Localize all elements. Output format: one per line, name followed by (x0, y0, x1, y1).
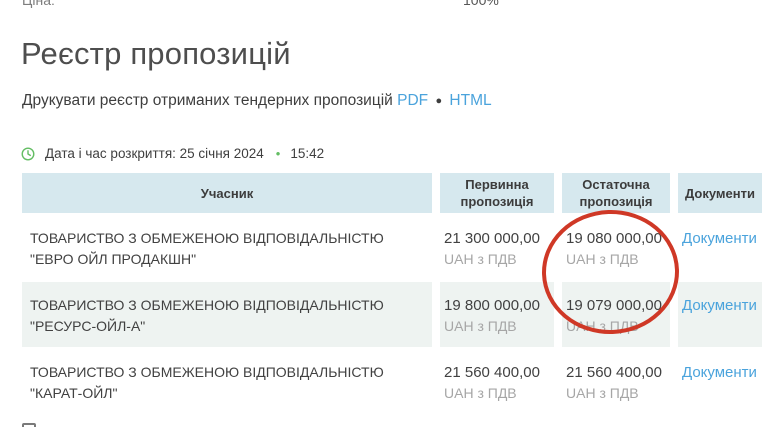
clock-icon (21, 147, 35, 160)
table-row-3-documents: Документи (678, 349, 762, 414)
final-offer-amount: 19 080 000,00 (566, 230, 662, 247)
final-offer-currency: UAH з ПДВ (566, 385, 639, 401)
final-offer-currency: UAH з ПДВ (566, 318, 639, 334)
table-row-2-documents: Документи (678, 282, 762, 347)
table-row-2-participant: ТОВАРИСТВО З ОБМЕЖЕНОЮ ВІДПОВІДАЛЬНІСТЮ … (22, 282, 432, 347)
table-row-3-participant: ТОВАРИСТВО З ОБМЕЖЕНОЮ ВІДПОВІДАЛЬНІСТЮ … (22, 349, 432, 414)
bottom-checkbox[interactable] (22, 423, 36, 427)
price-weight-value: 100% (463, 0, 499, 8)
column-header-initial-offer: Первинна пропозиція (440, 173, 554, 213)
documents-link[interactable]: Документи (682, 230, 757, 247)
initial-offer-amount: 21 560 400,00 (444, 364, 540, 381)
initial-offer-currency: UAH з ПДВ (444, 385, 517, 401)
documents-link[interactable]: Документи (682, 297, 757, 314)
column-header-participant: Учасник (22, 173, 432, 213)
table-row-1-initial-offer: 21 300 000,00 UAH з ПДВ (440, 215, 554, 280)
initial-offer-currency: UAH з ПДВ (444, 251, 517, 267)
final-offer-amount: 21 560 400,00 (566, 364, 662, 381)
disclosure-date: 25 січня 2024 (179, 146, 264, 161)
print-pdf-link[interactable]: PDF (397, 92, 429, 109)
initial-offer-amount: 21 300 000,00 (444, 230, 540, 247)
disclosure-time: 15:42 (290, 146, 325, 161)
print-register-text: Друкувати реєстр отриманих тендерних про… (22, 92, 393, 109)
table-row-2-initial-offer: 19 800 000,00 UAH з ПДВ (440, 282, 554, 347)
proposals-table: Учасник Первинна пропозиція Остаточна пр… (22, 173, 762, 414)
price-label: Ціна: (22, 0, 55, 8)
final-offer-currency: UAH з ПДВ (566, 251, 639, 267)
final-offer-amount: 19 079 000,00 (566, 297, 662, 314)
print-html-link[interactable]: HTML (449, 92, 492, 109)
disclosure-label: Дата і час розкриття: (45, 146, 176, 161)
initial-offer-currency: UAH з ПДВ (444, 318, 517, 334)
column-header-documents: Документи (678, 173, 762, 213)
table-row-1-final-offer: 19 080 000,00 UAH з ПДВ (562, 215, 670, 280)
documents-link[interactable]: Документи (682, 364, 757, 381)
table-row-1-participant: ТОВАРИСТВО З ОБМЕЖЕНОЮ ВІДПОВІДАЛЬНІСТЮ … (22, 215, 432, 280)
green-bullet: • (275, 146, 281, 161)
table-row-2-final-offer: 19 079 000,00 UAH з ПДВ (562, 282, 670, 347)
price-summary-row: Ціна: 100% (0, 0, 780, 12)
page-title: Реєстр пропозицій (21, 36, 291, 71)
print-register-line: Друкувати реєстр отриманих тендерних про… (22, 92, 492, 110)
column-header-final-offer: Остаточна пропозиція (562, 173, 670, 213)
disclosure-date-row: Дата і час розкриття: 25 січня 2024 • 15… (21, 146, 324, 161)
table-row-3-initial-offer: 21 560 400,00 UAH з ПДВ (440, 349, 554, 414)
initial-offer-amount: 19 800 000,00 (444, 297, 540, 314)
link-separator-bullet: ● (435, 95, 443, 107)
table-row-3-final-offer: 21 560 400,00 UAH з ПДВ (562, 349, 670, 414)
table-row-1-documents: Документи (678, 215, 762, 280)
